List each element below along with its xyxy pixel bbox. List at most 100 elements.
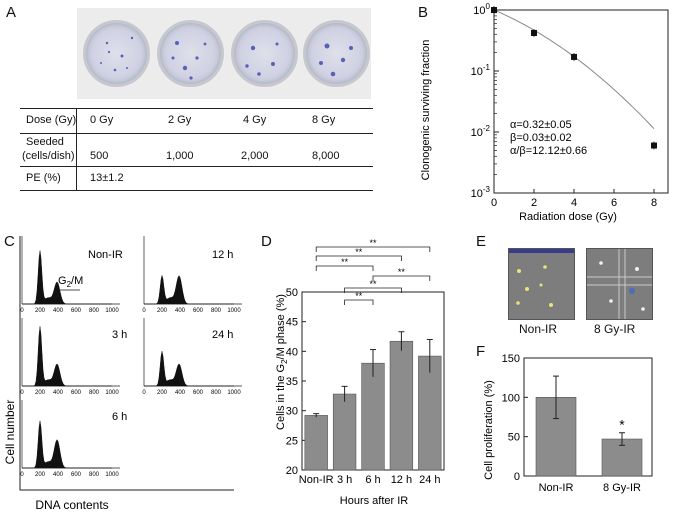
seeded-header-2: (cells/dish) — [22, 150, 75, 162]
seeded-0: 500 — [90, 150, 109, 162]
dish-2gy — [157, 20, 224, 87]
table-rule-1 — [20, 133, 373, 134]
c-xtick-label: 800 — [211, 390, 222, 396]
d-xtick-label: 3 h — [337, 474, 352, 486]
f-ytick-label: 0 — [514, 471, 520, 483]
colony-plates-photo — [77, 8, 371, 99]
d-plot-area: 20 25 30 35 40 45 50 Non-IR 3 h 6 h 12 h 24 h ** ** **… — [286, 238, 445, 486]
b-fit-line — [493, 9, 655, 130]
dose-0: 0 Gy — [90, 114, 114, 126]
d-ytick-label: 20 — [286, 465, 298, 477]
c-label-6h: 6 h — [112, 411, 127, 423]
b-point — [571, 53, 577, 60]
f-ytick-label: 150 — [502, 353, 520, 365]
b-xlabel: Radiation dose (Gy) — [519, 211, 617, 223]
c-xtick-label: 1000 — [227, 308, 241, 314]
dish-4gy — [231, 20, 298, 87]
d-sig-bracket — [344, 287, 402, 293]
f-xtick-label: 8 Gy-IR — [603, 482, 641, 494]
dose-header: Dose (Gy) — [26, 114, 77, 126]
c-xtick-label: 600 — [71, 390, 82, 396]
c-xtick-label: 600 — [193, 308, 204, 314]
c-label-3h: 3 h — [112, 329, 127, 341]
c-xtick-label: 0 — [142, 390, 146, 396]
c-xtick-label: 200 — [35, 390, 46, 396]
b-xtick-label: 8 — [651, 197, 657, 209]
d-ytick-label: 40 — [286, 346, 298, 358]
d-sig-label: ** — [355, 291, 363, 301]
c-xlabel: DNA contents — [35, 498, 108, 512]
micrograph-8gy — [586, 248, 653, 320]
d-sig-label: ** — [398, 267, 406, 277]
seeded-4: 2,000 — [241, 150, 269, 162]
c-xtick-label: 400 — [175, 308, 186, 314]
c-xtick-label: 400 — [53, 390, 64, 396]
panel-d-label: D — [261, 233, 272, 250]
d-bar — [389, 340, 414, 471]
d-sig-bracket — [372, 275, 431, 281]
dish-0gy — [83, 20, 150, 87]
c-xtick-label: 600 — [71, 308, 82, 314]
c-xtick-label: 1000 — [227, 390, 241, 396]
b-axes: 100 10-1 10-2 10-30 2 4 6 8 — [471, 2, 669, 209]
c-hist-0 — [22, 250, 112, 305]
g2m-bar-chart: Cells in the G2/M phase (%) Hours after … — [275, 238, 445, 507]
panel-c-label: C — [4, 233, 15, 250]
c-g2m-label: G2/M — [58, 275, 83, 289]
c-xtick-label: 800 — [89, 472, 100, 478]
d-bar — [332, 393, 357, 471]
panel-b-label: B — [418, 4, 429, 21]
d-xlabel: Hours after IR — [340, 495, 409, 507]
b-ytick-label: 10-3 — [471, 185, 491, 200]
d-xtick-label: 24 h — [419, 474, 440, 486]
micrograph-nonir — [508, 248, 575, 320]
b-xtick-label: 2 — [531, 197, 537, 209]
dose-4: 4 Gy — [243, 114, 267, 126]
c-xtick-label: 800 — [89, 308, 100, 314]
seeded-2: 1,000 — [166, 150, 194, 162]
b-param-ratio: α/β=12.12±0.66 — [510, 145, 587, 157]
c-xtick-label: 400 — [175, 390, 186, 396]
pe-header: PE (%) — [26, 172, 61, 184]
c-hist-3 — [144, 351, 234, 387]
c-xtick-label: 800 — [211, 308, 222, 314]
c-label-12h: 12 h — [212, 249, 233, 261]
d-bar — [418, 355, 442, 471]
b-fit-curve — [493, 9, 655, 130]
d-ytick-label: 50 — [286, 287, 298, 299]
cell-cycle-histograms: Cell number DNA contents 0 200 400 600 800 10… — [3, 236, 242, 512]
f-ytick-label: 100 — [502, 392, 520, 404]
b-point — [491, 7, 497, 13]
colony-dots — [100, 36, 353, 80]
d-ylabel: Cells in the G2/M phase (%) — [275, 294, 289, 430]
seeded-8: 8,000 — [312, 150, 340, 162]
c-xtick-label: 0 — [142, 308, 146, 314]
c-hist-group: 0 200 400 600 800 1000 0 200 400 600 800 1000 0 200 40… — [20, 236, 242, 478]
d-ytick-label: 25 — [286, 435, 298, 447]
d-sig-label: ** — [369, 238, 377, 248]
c-xtick-label: 200 — [157, 308, 168, 314]
survival-chart: Clonogenic surviving fraction Radiation … — [420, 2, 669, 223]
b-plot-frame — [493, 9, 669, 194]
b-ytick-label: 100 — [473, 2, 490, 17]
f-xtick-label: Non-IR — [539, 482, 574, 494]
c-xtick-label: 200 — [35, 308, 46, 314]
table-bottom-rule — [20, 190, 373, 191]
seeded-header-1: Seeded — [26, 136, 64, 148]
micrograph-nonir-cells — [509, 249, 574, 307]
c-label-nonir: Non-IR — [88, 249, 123, 261]
c-xtick-label: 0 — [20, 472, 24, 478]
panel-e-label: E — [476, 233, 487, 250]
d-sig-label: ** — [355, 247, 363, 257]
c-xtick-label: 1000 — [105, 390, 119, 396]
d-xtick-label: 12 h — [391, 474, 412, 486]
b-ytick-label: 10-1 — [471, 63, 491, 78]
c-xtick-label: 1000 — [105, 308, 119, 314]
d-ytick-label: 45 — [286, 317, 298, 329]
b-points — [491, 6, 657, 150]
panel-a-label: A — [6, 4, 17, 21]
c-hist-2 — [22, 326, 112, 387]
c-frame — [19, 236, 234, 491]
pe-value: 13±1.2 — [90, 172, 124, 184]
c-xtick-label: 0 — [20, 390, 24, 396]
